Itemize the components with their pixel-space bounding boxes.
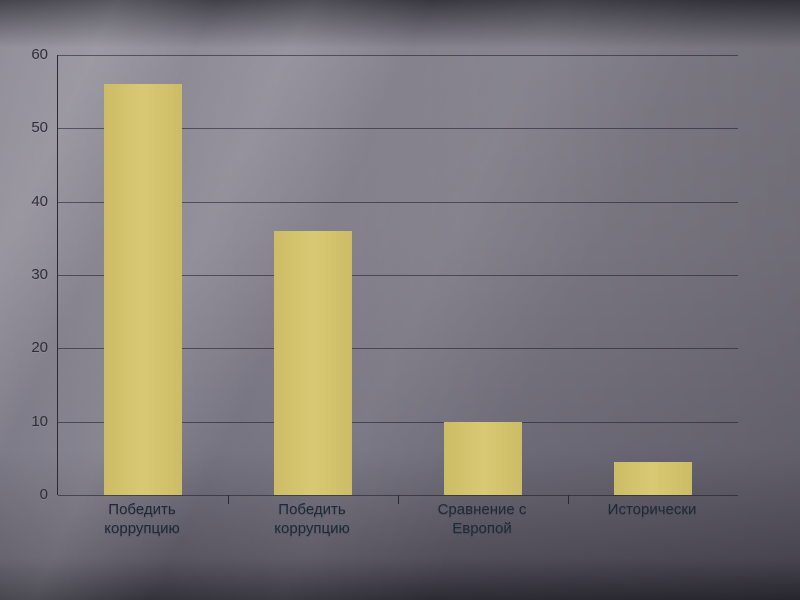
x-category-label: Сравнение с Европой	[437, 501, 527, 537]
gridline	[58, 55, 738, 56]
x-category-label: Победить коррупцию	[104, 501, 180, 537]
x-category-label: Исторически	[607, 501, 697, 518]
y-tick-label: 10	[31, 412, 48, 430]
axis-separator-tick	[398, 495, 399, 504]
bar-3	[444, 421, 522, 495]
y-tick-label: 20	[31, 339, 48, 357]
x-axis-category-labels: Победить коррупцию Победить коррупцию Срав…	[57, 500, 737, 560]
bar-1	[104, 84, 182, 495]
gridline	[58, 275, 738, 276]
y-tick-label: 0	[39, 486, 48, 503]
y-tick-label: 40	[31, 192, 48, 210]
gridline	[58, 128, 738, 130]
bar-4	[614, 462, 692, 495]
y-tick-label: 50	[31, 119, 48, 137]
gridline	[58, 348, 738, 350]
x-category-label: Победить коррупцию	[274, 501, 350, 537]
bar-2	[274, 231, 352, 495]
gridline	[58, 201, 738, 203]
y-axis-tick-labels: 0 10 20 30 40 50 60	[0, 46, 48, 503]
y-tick-label: 30	[31, 266, 48, 283]
axis-separator-tick	[568, 495, 569, 504]
y-tick-label: 60	[31, 46, 48, 63]
gridline	[58, 421, 738, 423]
plot-area	[57, 55, 738, 504]
axis-separator-tick	[228, 495, 229, 504]
